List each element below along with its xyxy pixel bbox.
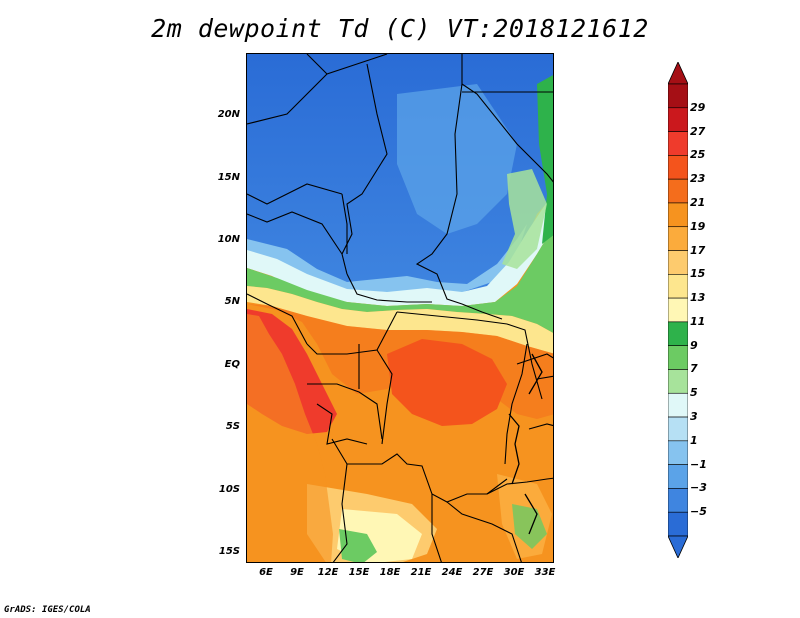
south-green xyxy=(339,529,377,562)
lon-label: 9E xyxy=(290,567,304,578)
colorbar-segment xyxy=(668,226,688,251)
lon-label: 24E xyxy=(441,567,463,578)
lat-label: 5N xyxy=(224,296,240,307)
colorbar-label: −3 xyxy=(690,481,707,495)
lon-label: 18E xyxy=(379,567,401,578)
colorbar-label: 11 xyxy=(690,314,706,328)
dewpoint-map-canvas xyxy=(247,54,553,562)
great-lakes xyxy=(508,353,543,535)
colorbar-segment xyxy=(668,511,688,537)
dewpoint-map xyxy=(246,53,554,563)
page-title: 2m dewpoint Td (C) VT:2018121612 xyxy=(151,14,649,43)
lon-label: 12E xyxy=(317,567,339,578)
colorbar-label: 3 xyxy=(690,410,698,424)
colorbar-segment xyxy=(668,250,688,275)
lon-label: 33E xyxy=(534,567,556,578)
lat-label: 5S xyxy=(225,421,240,432)
colorbar-segment xyxy=(668,178,688,204)
red-congo-basin xyxy=(387,339,507,426)
lat-label: 10S xyxy=(218,484,240,495)
lat-label: 10N xyxy=(217,234,240,245)
colorbar-label: 9 xyxy=(690,338,698,352)
footer-credit: GrADS: IGES/COLA xyxy=(4,605,91,615)
colorbar-label: 23 xyxy=(690,172,706,186)
colorbar-segment xyxy=(668,440,688,465)
colorbar-segment xyxy=(668,321,688,346)
yellow-band xyxy=(247,286,553,354)
colorbar-label: 7 xyxy=(690,362,698,376)
colorbar-segment xyxy=(668,464,688,489)
colorbar-label: 25 xyxy=(690,148,706,162)
colorbar-label: 1 xyxy=(690,433,698,447)
colorbar-label: 5 xyxy=(690,386,698,400)
green-band xyxy=(247,227,553,333)
country-borders xyxy=(247,54,553,562)
green-east-strip xyxy=(502,169,547,269)
colorbar-label: 27 xyxy=(690,124,706,138)
colorbar-segment xyxy=(668,345,688,370)
lon-label: 15E xyxy=(348,567,370,578)
lon-label: 21E xyxy=(410,567,432,578)
colorbar-label: 29 xyxy=(690,100,706,114)
colorbar-label: 19 xyxy=(690,219,706,233)
lon-label: 27E xyxy=(472,567,494,578)
lat-label: 15S xyxy=(218,546,240,557)
colorbar-label: −1 xyxy=(690,457,707,471)
colorbar-label: 17 xyxy=(690,243,706,257)
light-blue-patch xyxy=(397,84,517,234)
green-east-strip xyxy=(537,75,553,244)
colorbar-segment xyxy=(668,155,688,180)
lat-label: EQ xyxy=(224,359,240,370)
colorbar-segment xyxy=(668,131,688,156)
colorbar-segment xyxy=(668,274,688,299)
colorbar-segment xyxy=(668,369,688,394)
colorbar-segment xyxy=(668,297,688,323)
colorbar-segment xyxy=(668,416,688,442)
colorbar-label: 13 xyxy=(690,291,706,305)
colorbar-bottom-arrow xyxy=(668,535,688,558)
lat-label: 20N xyxy=(217,109,240,120)
lat-label: 15N xyxy=(217,172,240,183)
colorbar xyxy=(668,62,688,558)
colorbar-segment xyxy=(668,392,688,418)
lon-label: 30E xyxy=(503,567,525,578)
colorbar-label: 15 xyxy=(690,267,706,281)
colorbar-label: 21 xyxy=(690,195,706,209)
colorbar-segment xyxy=(668,83,688,109)
colorbar-top-arrow xyxy=(668,62,688,85)
atlantic-ocean xyxy=(247,314,333,562)
colorbar-segment xyxy=(668,202,688,228)
lon-label: 6E xyxy=(259,567,273,578)
south-east-green xyxy=(512,504,547,549)
colorbar-segment xyxy=(668,488,688,513)
colorbar-label: −5 xyxy=(690,505,707,519)
colorbar-segment xyxy=(668,107,688,132)
